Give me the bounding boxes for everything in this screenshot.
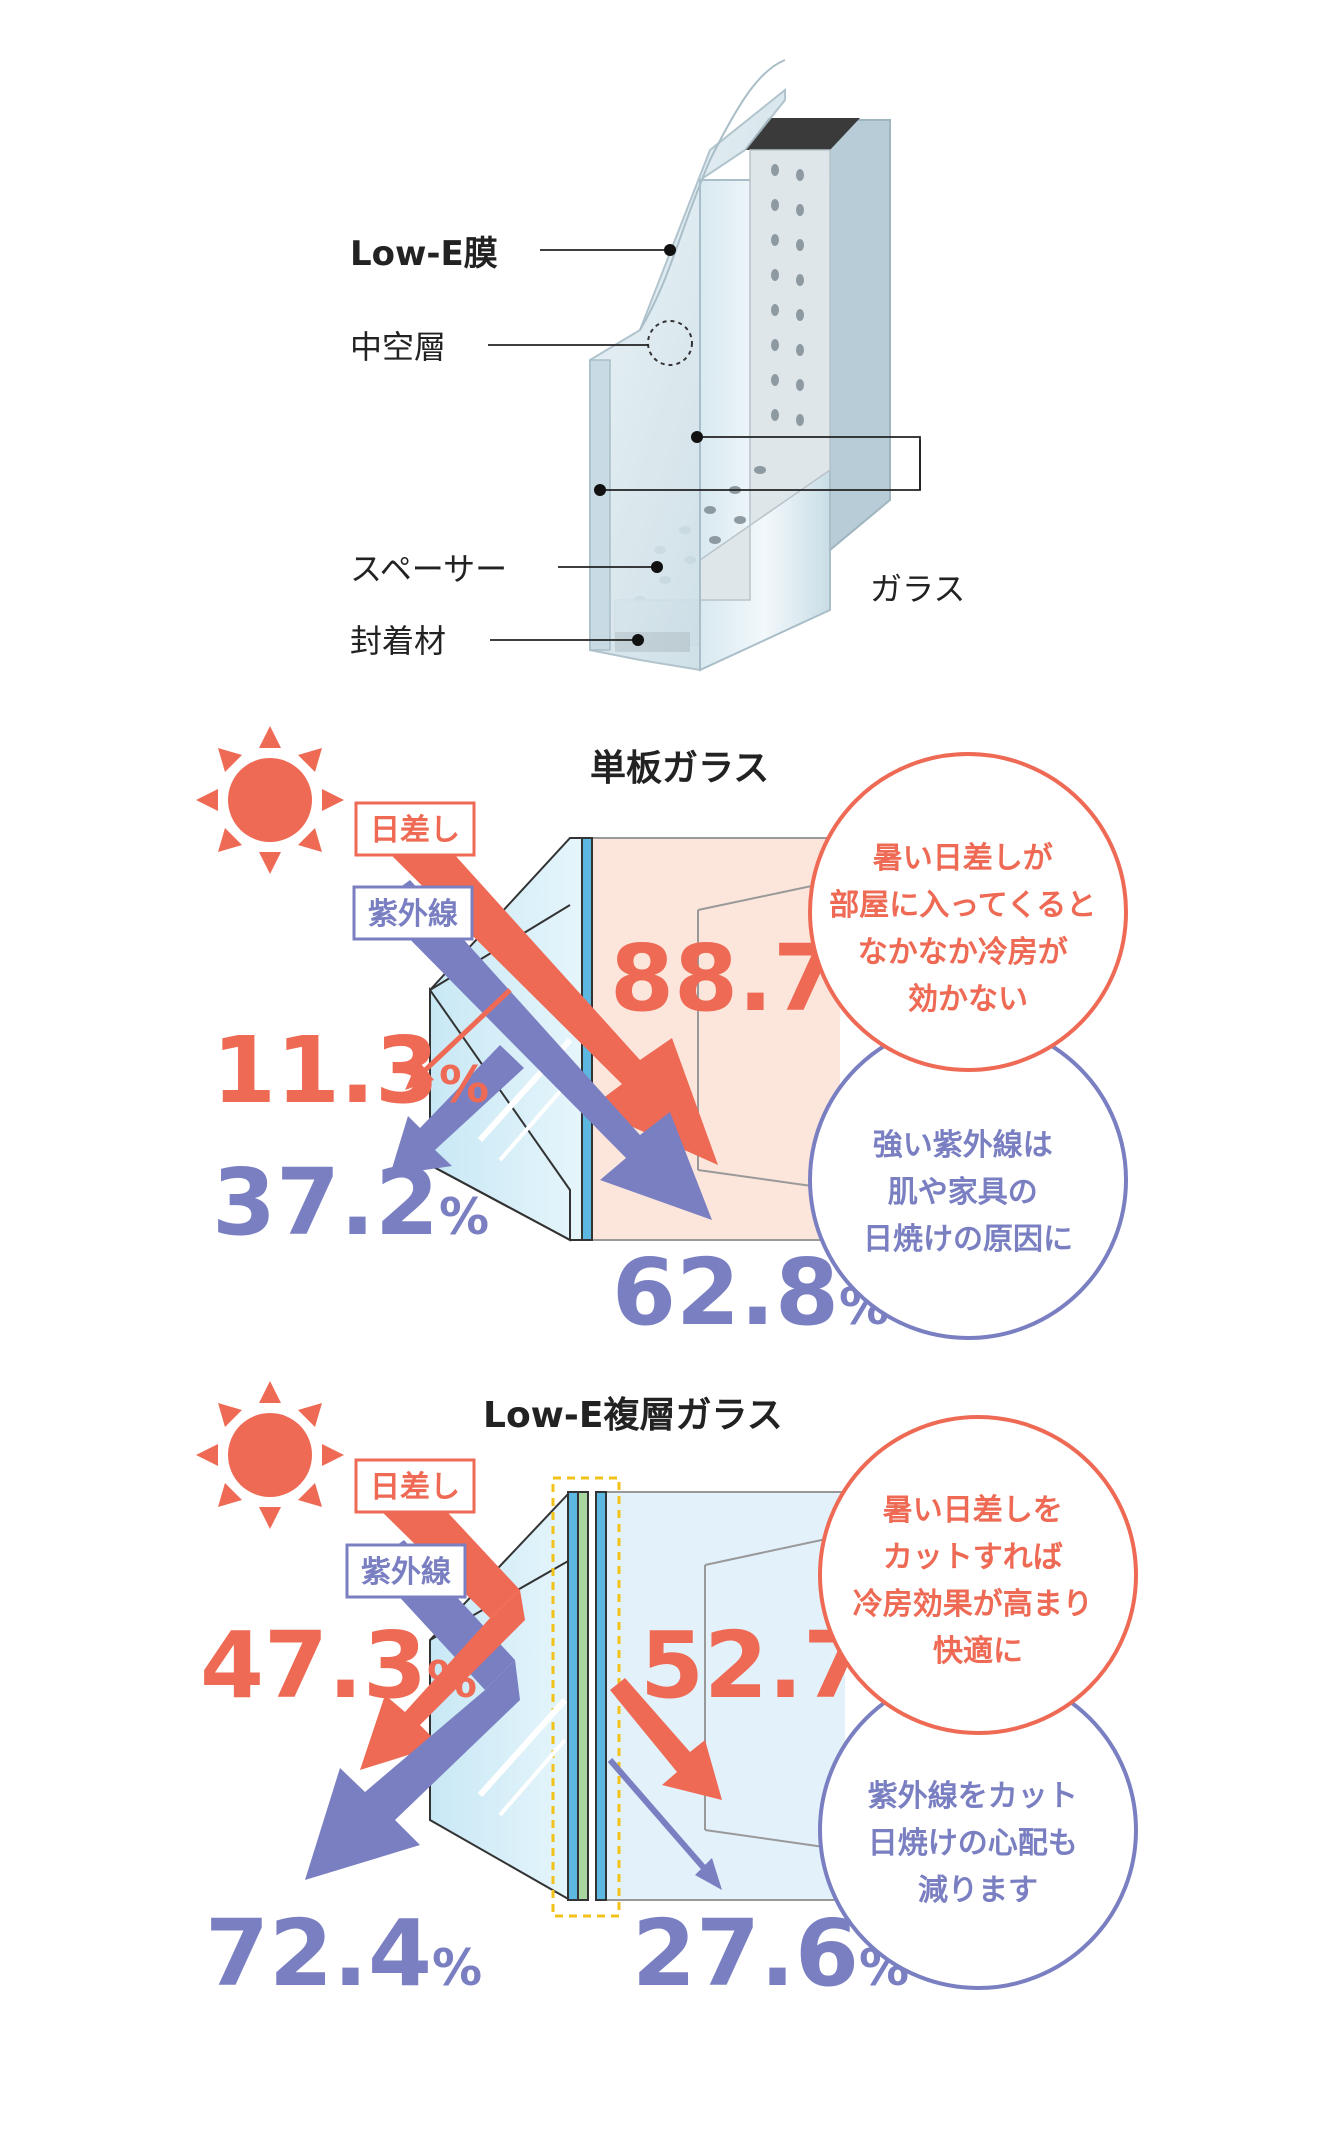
single-uv-arrow-through [376,880,712,1220]
lowe-bubble-uv-text: 紫外線をカット 日焼けの心配も 減ります [868,1779,1088,1908]
single-tag-uv: 紫外線 [368,897,458,932]
glass-cross-section: Low-E膜 中空層 スペーサー 封着材 ガラス [350,59,965,672]
single-bubble-sun [808,752,1128,1072]
lowe-sun-reflected: 47.3% [200,1612,477,1719]
lowe-glass-edge-a [567,1491,579,1901]
room-box-lowe [605,1492,845,1900]
leader-glass-b [697,436,921,490]
lowe-tag-sunlight: 日差し [370,1470,460,1505]
single-glass-panel: 単板ガラス 日差し [196,726,1128,1346]
single-bubble-uv-text: 強い紫外線は 肌や家具の 日焼けの原因に [863,1128,1073,1257]
single-sun-arrow-reflect [418,988,512,1077]
dot-glass-b [691,431,703,443]
lowe-uv-transmitted: 27.6% [632,1900,909,2007]
front-glass-wave [639,59,786,331]
front-glass-pane [589,87,786,672]
spacer-top [745,118,860,150]
dot-sealant [632,634,644,646]
single-uv-reflected: 37.2% [212,1149,489,1256]
single-glass-title: 単板ガラス [590,748,769,789]
dot-lowe [664,244,676,256]
single-sun-reflected: 11.3% [212,1017,489,1124]
sun-icon-2 [196,1381,344,1529]
lowe-film-layer [577,1491,589,1901]
lowe-sun-arrow-through [610,1678,722,1800]
lowe-bubble-sun-text: 暑い日差しを カットすれば 冷房効果が高まり 快適に [853,1493,1103,1669]
lowe-uv-arrow-reflect [305,1660,520,1880]
label-lowe-film: Low-E膜 [350,234,498,274]
lowe-glass-panel: Low-E複層ガラス 日差し 紫外 [196,1381,1138,2007]
dot-glass-a [594,484,606,496]
lowe-glass-title: Low-E複層ガラス [483,1395,783,1436]
single-uv-transmitted: 62.8% [612,1239,889,1346]
lowe-tag-uv: 紫外線 [361,1555,451,1590]
label-spacer: スペーサー [350,550,507,588]
lowe-uv-reflected: 72.4% [205,1900,482,2007]
lowe-uv-arrow-through [607,1758,713,1877]
label-air-layer: 中空層 [350,328,446,366]
sun-icon [196,726,344,874]
front-glass-face [589,359,611,651]
label-glass: ガラス [870,570,965,608]
dot-spacer [651,561,663,573]
lowe-bubble-sun [818,1415,1138,1735]
lowe-sun-arrow-reflect [360,1590,525,1770]
single-tag-sunlight: 日差し [370,813,460,848]
single-bubble-sun-text: 暑い日差しが 部屋に入ってくると なかなか冷房が 効かない [829,841,1106,1017]
lowe-glass-edge-b [595,1491,607,1901]
label-sealant: 封着材 [350,622,446,660]
single-uv-arrow-reflect [390,1045,524,1175]
air-layer-marker [647,320,693,366]
